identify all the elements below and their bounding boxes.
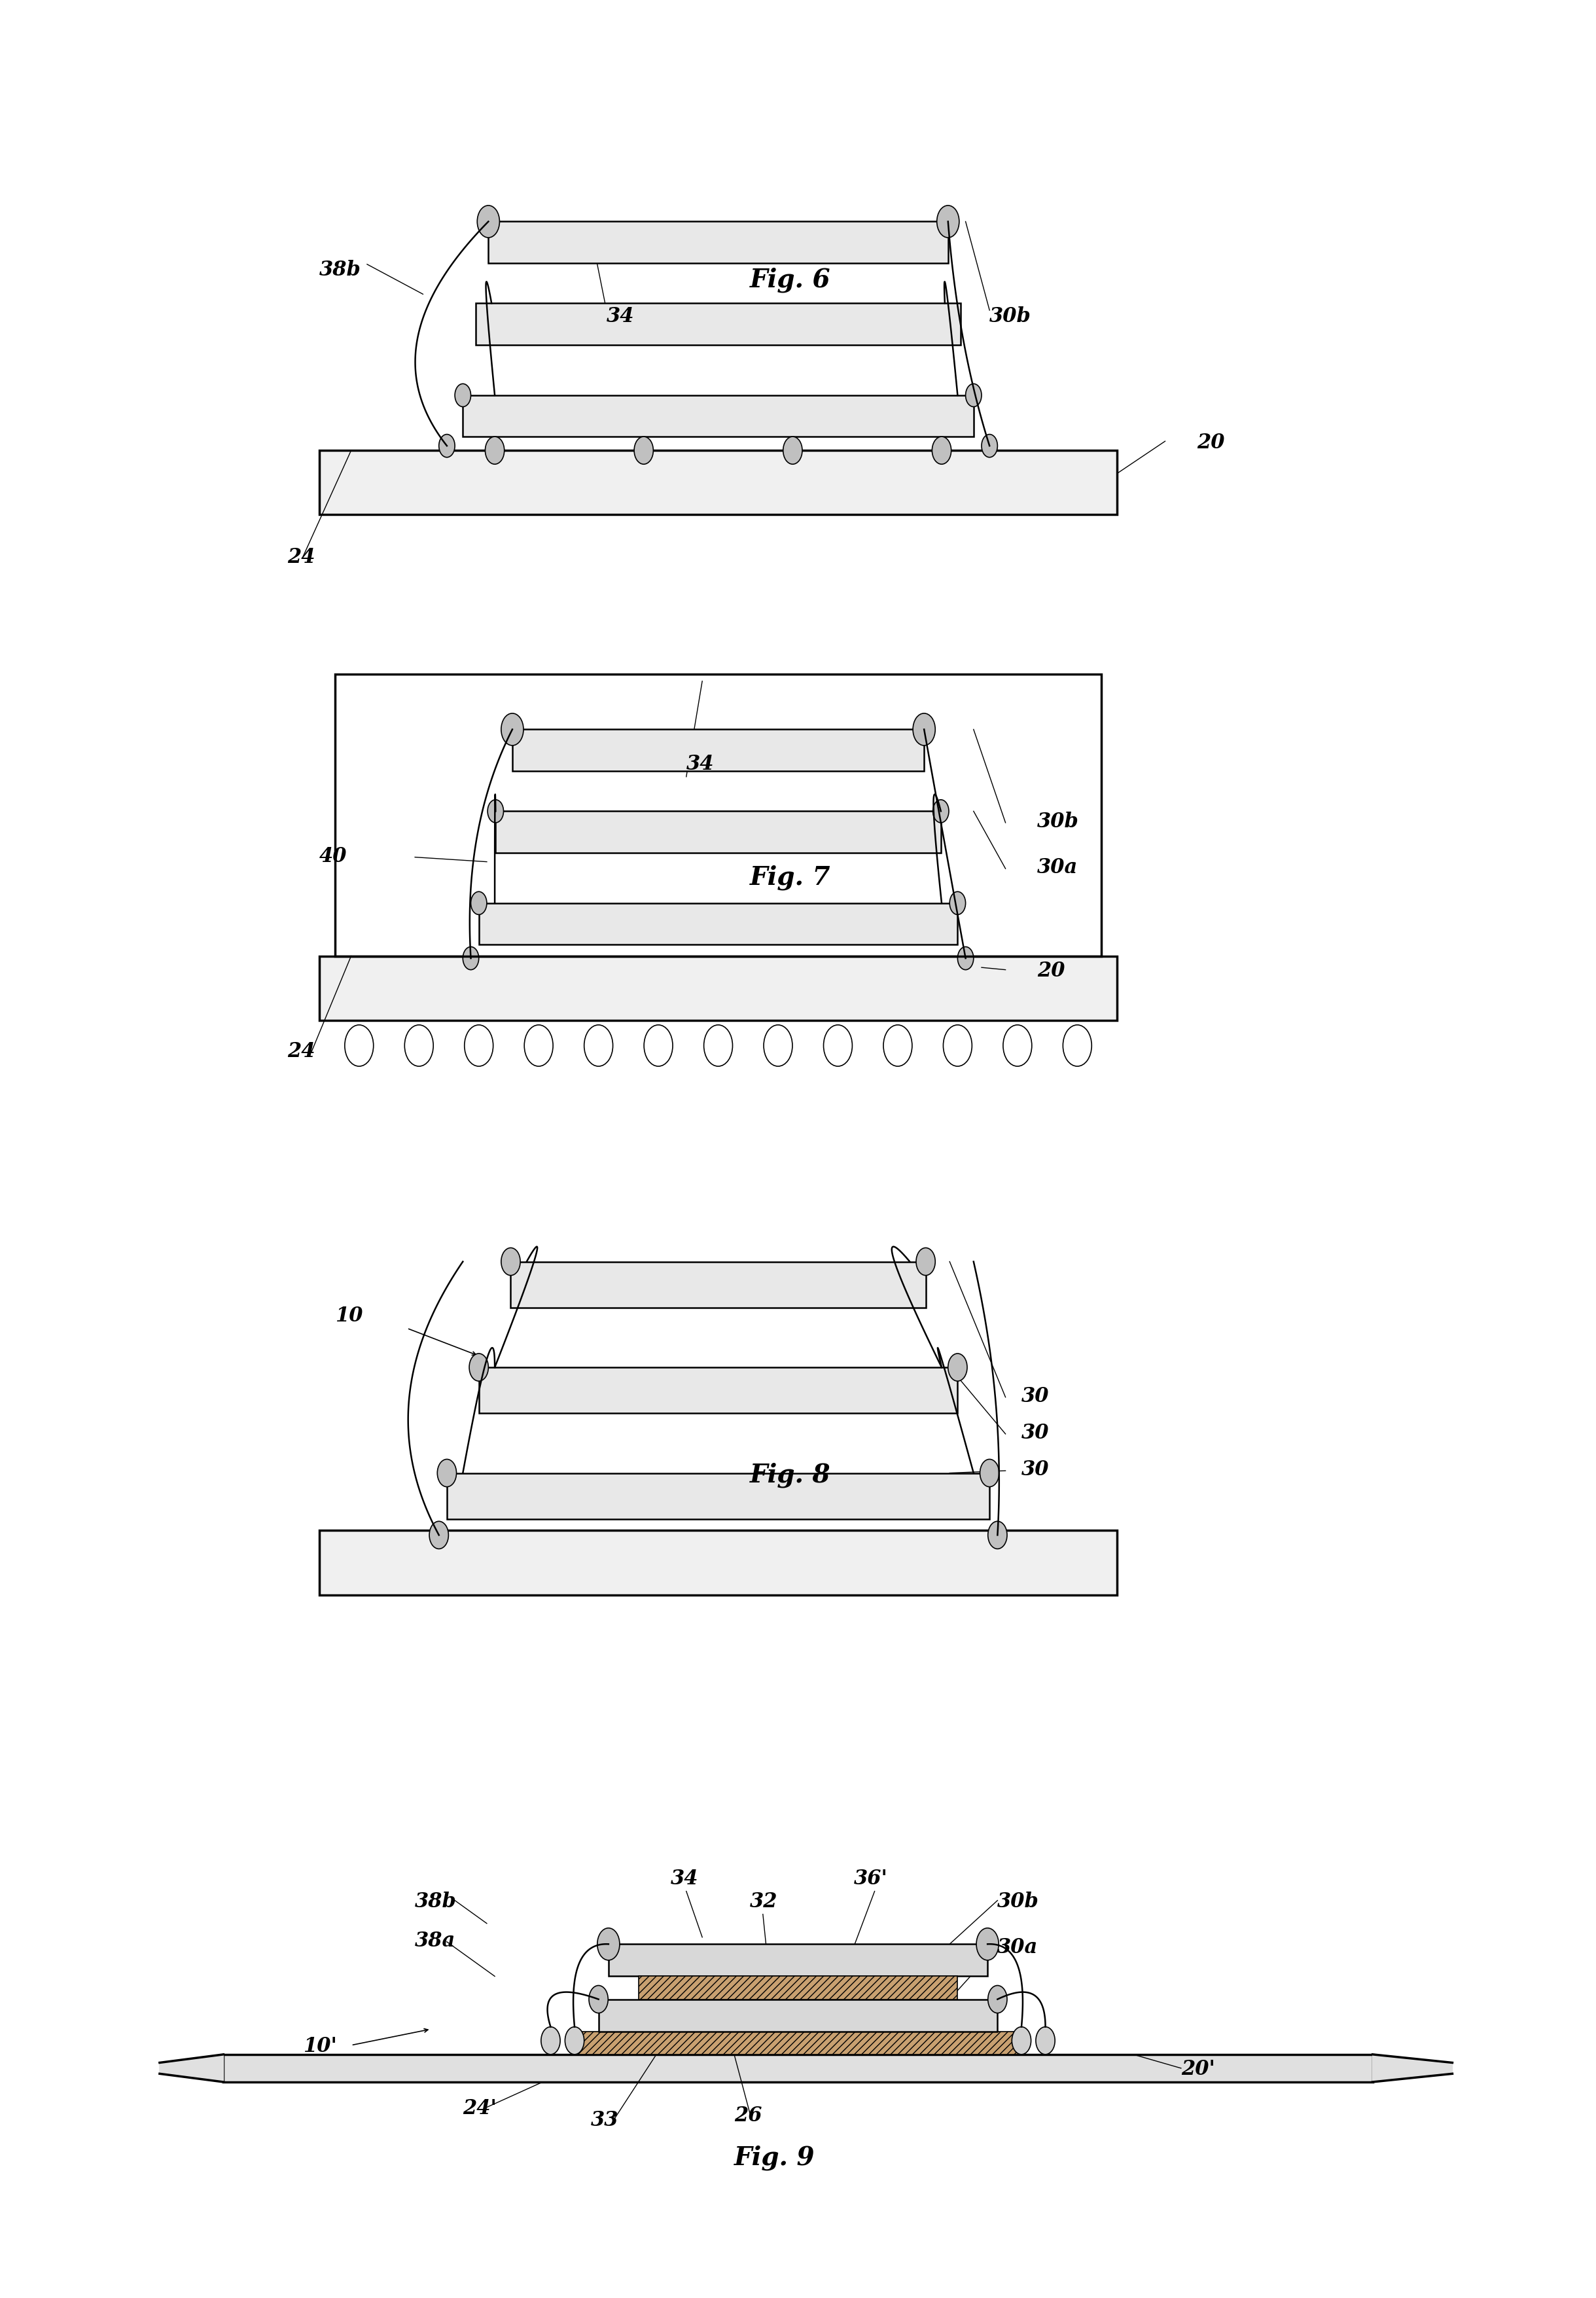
- Text: 38a: 38a: [415, 1930, 456, 1951]
- Circle shape: [763, 1025, 792, 1066]
- Polygon shape: [1373, 2054, 1452, 2082]
- Text: 30: 30: [1021, 1459, 1049, 1480]
- Bar: [511, 1262, 926, 1308]
- Bar: [488, 221, 948, 262]
- Bar: [319, 1530, 1117, 1595]
- Text: 30a: 30a: [998, 1937, 1039, 1958]
- Circle shape: [1002, 1025, 1031, 1066]
- Text: 30: 30: [1021, 1422, 1049, 1443]
- Circle shape: [824, 1025, 852, 1066]
- Bar: [463, 395, 974, 437]
- Text: 26: 26: [734, 2105, 761, 2126]
- Circle shape: [982, 434, 998, 457]
- Circle shape: [439, 434, 455, 457]
- Circle shape: [584, 1025, 613, 1066]
- Text: 34: 34: [670, 1868, 697, 1889]
- Circle shape: [943, 1025, 972, 1066]
- Text: 10': 10': [303, 2036, 337, 2057]
- Text: Fig. 7: Fig. 7: [750, 864, 832, 889]
- Circle shape: [704, 1025, 733, 1066]
- Text: 32: 32: [750, 1891, 777, 1912]
- Circle shape: [988, 1985, 1007, 2013]
- Text: 38b: 38b: [319, 260, 361, 280]
- Text: 30: 30: [1021, 1386, 1049, 1406]
- Circle shape: [980, 1459, 999, 1487]
- Text: 36': 36': [854, 1868, 887, 1889]
- Circle shape: [1012, 2027, 1031, 2054]
- Bar: [447, 1473, 990, 1519]
- Text: 30b: 30b: [990, 306, 1031, 326]
- Bar: [223, 2054, 1373, 2082]
- Circle shape: [948, 1354, 967, 1381]
- Circle shape: [485, 437, 504, 464]
- Circle shape: [937, 205, 959, 237]
- Bar: [495, 811, 942, 853]
- Circle shape: [429, 1521, 448, 1549]
- Circle shape: [634, 437, 653, 464]
- Text: 20': 20': [1181, 2059, 1215, 2080]
- Text: 20: 20: [1197, 432, 1224, 453]
- Circle shape: [932, 800, 948, 823]
- Text: 30b: 30b: [1037, 811, 1079, 832]
- Text: 24': 24': [463, 2098, 496, 2119]
- Bar: [575, 2031, 1021, 2054]
- Circle shape: [471, 892, 487, 915]
- Text: Fig. 8: Fig. 8: [750, 1462, 832, 1487]
- Bar: [476, 303, 961, 345]
- Text: Fig. 6: Fig. 6: [750, 267, 832, 292]
- Text: 24: 24: [287, 1041, 314, 1062]
- Circle shape: [643, 1025, 672, 1066]
- Text: Fig. 9: Fig. 9: [734, 2144, 816, 2169]
- Text: 10: 10: [335, 1305, 362, 1326]
- Circle shape: [405, 1025, 434, 1066]
- Bar: [319, 450, 1117, 515]
- Circle shape: [884, 1025, 913, 1066]
- Circle shape: [541, 2027, 560, 2054]
- Circle shape: [437, 1459, 456, 1487]
- Bar: [598, 1999, 998, 2031]
- Text: 38b: 38b: [415, 1891, 456, 1912]
- Circle shape: [916, 1248, 935, 1275]
- Circle shape: [487, 800, 504, 823]
- Circle shape: [469, 1354, 488, 1381]
- Circle shape: [1063, 1025, 1092, 1066]
- Bar: [512, 728, 924, 770]
- Bar: [479, 903, 958, 944]
- Circle shape: [950, 892, 966, 915]
- Circle shape: [589, 1985, 608, 2013]
- Bar: [479, 1367, 958, 1413]
- Text: 33: 33: [591, 2110, 618, 2130]
- Bar: [335, 673, 1101, 956]
- Circle shape: [913, 712, 935, 745]
- Text: 30a: 30a: [1037, 857, 1079, 878]
- Text: 30b: 30b: [998, 1891, 1039, 1912]
- Circle shape: [1036, 2027, 1055, 2054]
- Circle shape: [958, 947, 974, 970]
- Circle shape: [477, 205, 500, 237]
- Bar: [319, 956, 1117, 1020]
- Circle shape: [966, 384, 982, 407]
- Circle shape: [501, 712, 523, 745]
- Text: 34: 34: [686, 754, 713, 774]
- Text: 20: 20: [1037, 961, 1065, 981]
- Circle shape: [501, 1248, 520, 1275]
- Text: 40: 40: [319, 846, 346, 866]
- Circle shape: [784, 437, 803, 464]
- Circle shape: [463, 947, 479, 970]
- Circle shape: [565, 2027, 584, 2054]
- Circle shape: [455, 384, 471, 407]
- Circle shape: [977, 1928, 999, 1960]
- Circle shape: [988, 1521, 1007, 1549]
- Text: 34: 34: [606, 306, 634, 326]
- Bar: [608, 1944, 988, 1976]
- Circle shape: [345, 1025, 373, 1066]
- Circle shape: [464, 1025, 493, 1066]
- Circle shape: [932, 437, 951, 464]
- Polygon shape: [160, 2054, 223, 2082]
- Text: 24: 24: [287, 547, 314, 568]
- Circle shape: [523, 1025, 552, 1066]
- Bar: [638, 1976, 958, 1999]
- Circle shape: [597, 1928, 619, 1960]
